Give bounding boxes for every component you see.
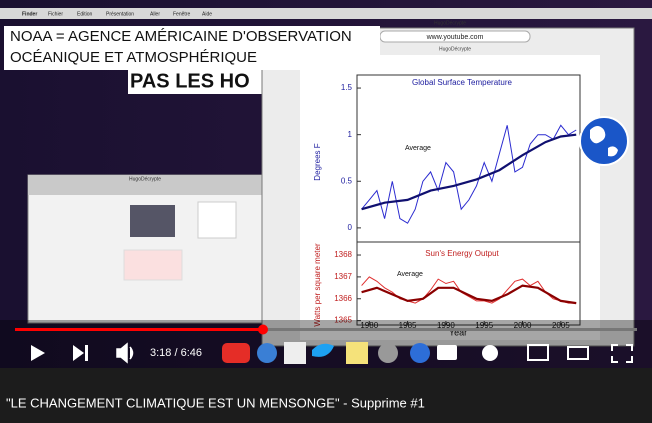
menubar [0, 8, 652, 19]
dock-icon [222, 343, 250, 363]
annotation: Average [405, 145, 431, 152]
dock-icon [257, 343, 277, 363]
overlay-line: NOAA = AGENCE AMÉRICAINE D'OBSERVATION [10, 28, 352, 45]
menu-item[interactable]: Edition [77, 11, 93, 17]
y-tick-label: 0 [348, 223, 353, 232]
y-label: Watts per square meter [313, 243, 322, 327]
tab-title: HugoDécrypte [439, 46, 471, 52]
progress-played [15, 328, 263, 331]
settings-button[interactable] [482, 345, 498, 361]
menu-item[interactable]: Fichier [48, 11, 63, 17]
menubar-items: Finder Fichier Edition Présentation Aller Fen… [22, 11, 212, 17]
top-title: Global Surface Temperature [412, 78, 512, 87]
globe-icon [580, 117, 628, 165]
menu-item[interactable]: Fenêtre [173, 11, 190, 17]
window-title: HugoDécrypte [434, 20, 466, 26]
dock-icon [346, 342, 368, 364]
dock-icon [378, 343, 398, 363]
video-title: "LE CHANGEMENT CLIMATIQUE EST UN MENSONG… [6, 395, 425, 410]
url: www.youtube.com [426, 34, 484, 41]
menu-item[interactable]: Finder [22, 11, 37, 17]
menu-item[interactable]: Aller [150, 11, 160, 17]
time-display: 3:18 / 6:46 [150, 347, 202, 359]
thumbnail [130, 205, 175, 237]
annotation: Average [397, 271, 423, 278]
y-label: Degrees F [313, 143, 322, 180]
y-tick-label: 1366 [334, 294, 352, 303]
y-tick-label: 0.5 [341, 176, 353, 185]
y-tick-label: 1367 [334, 272, 352, 281]
thumbnail [198, 202, 236, 238]
behind-text: PAS LES HO [130, 70, 250, 92]
y-tick-label: 1368 [334, 250, 352, 259]
captions-button[interactable] [437, 345, 457, 360]
bottom-title: Sun's Energy Output [425, 249, 499, 258]
dock-icon [284, 342, 306, 364]
dock-icon [410, 343, 430, 363]
video-player: Finder Fichier Edition Présentation Aller Fen… [0, 0, 652, 418]
finder-title: HugoDécrypte [129, 176, 161, 182]
menu-item[interactable]: Présentation [106, 11, 134, 17]
progress-handle[interactable] [258, 325, 268, 335]
y-tick-label: 1 [348, 130, 353, 139]
page: Finder Fichier Edition Présentation Aller Fen… [0, 0, 652, 418]
y-tick-label: 1.5 [341, 83, 353, 92]
finder-window [28, 175, 262, 323]
thumbnail [124, 250, 182, 280]
menu-item[interactable]: Aide [202, 11, 212, 17]
overlay-line: OCÉANIQUE ET ATMOSPHÉRIQUE [10, 49, 257, 66]
